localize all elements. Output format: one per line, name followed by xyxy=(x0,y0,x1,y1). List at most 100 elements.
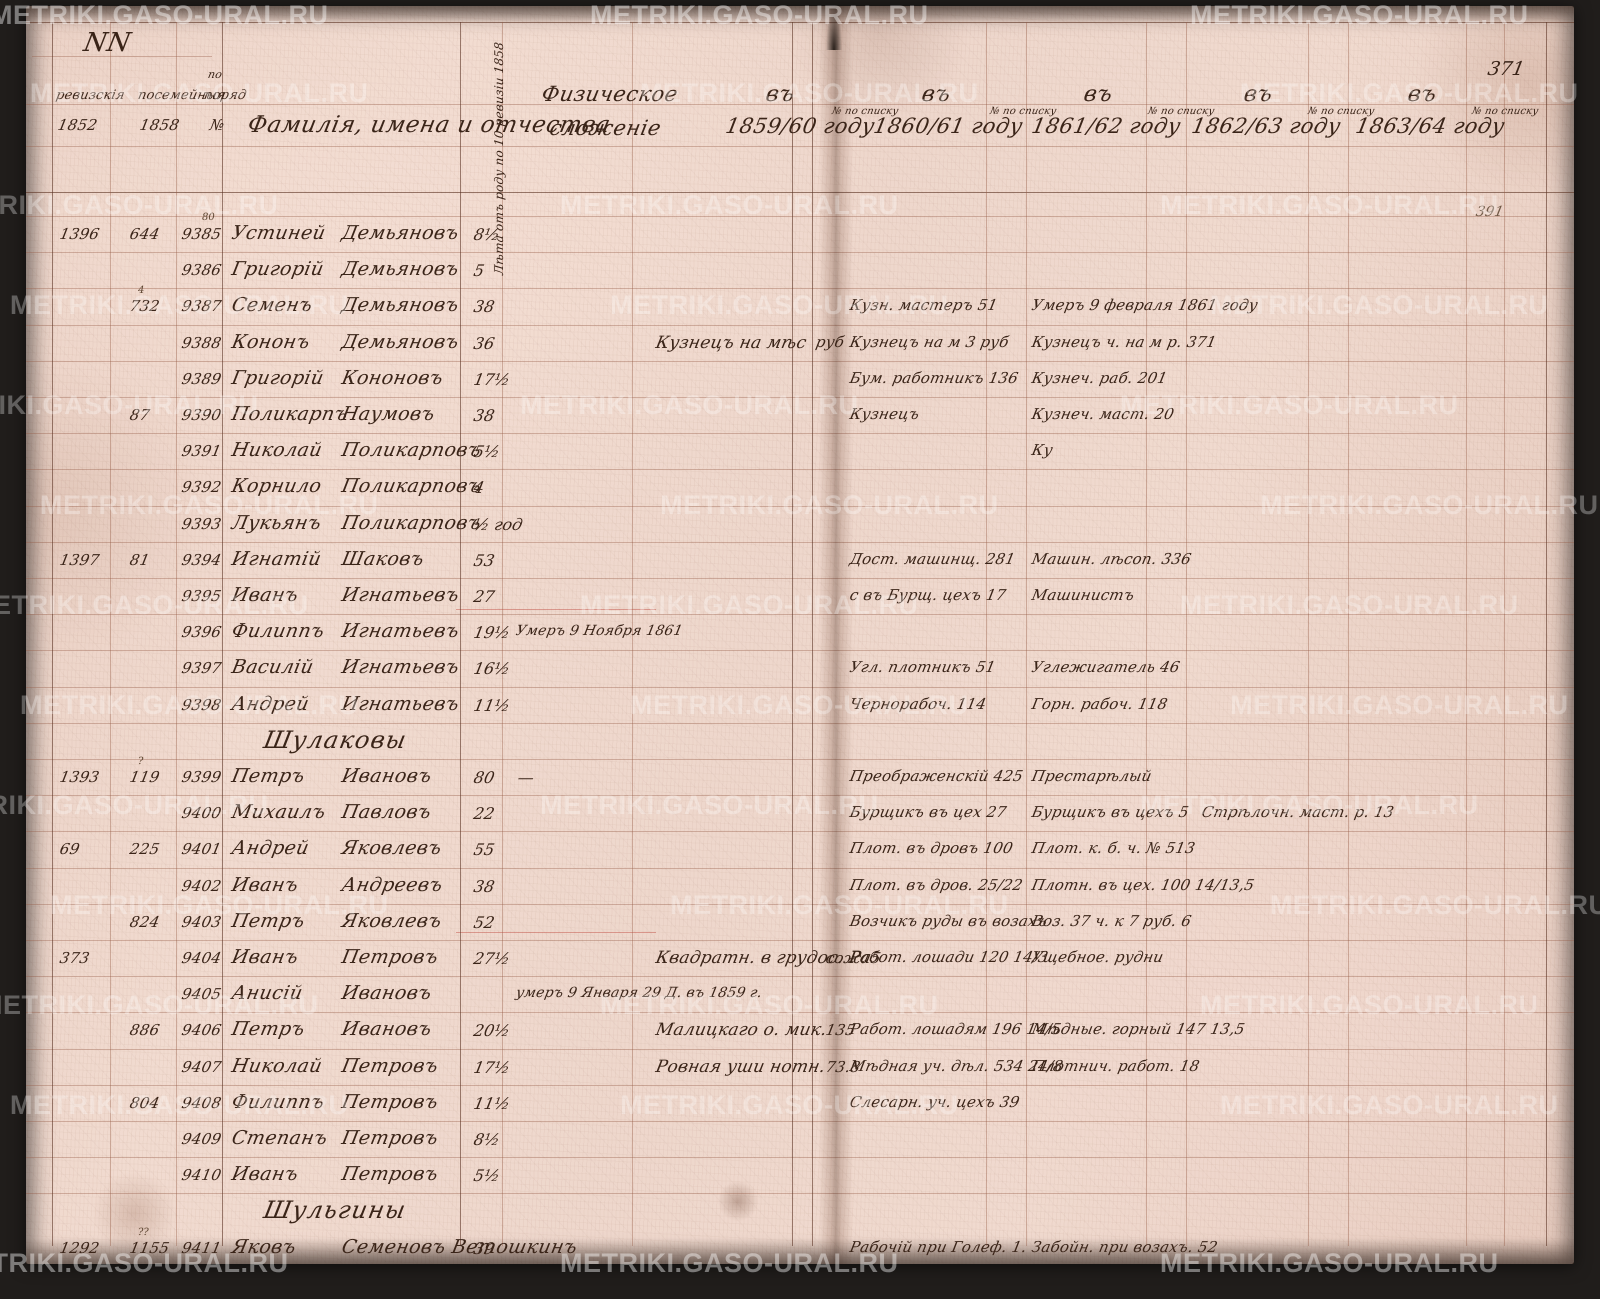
column-rule xyxy=(1308,22,1309,1246)
cell-year-1861-62: Плотн. въ цех. 100 14/13,5 xyxy=(1030,875,1257,894)
cell-age: 4 xyxy=(472,478,487,498)
cell-last-name: Петровъ xyxy=(339,946,441,968)
cell-age: 55 xyxy=(472,840,497,860)
row-rule xyxy=(26,324,1574,326)
header-year-prefix-4: въ xyxy=(1241,82,1275,107)
header-year-prefix-1: въ xyxy=(763,82,797,107)
section-rule-red xyxy=(456,609,656,610)
cell-last-name: Ивановъ xyxy=(339,1018,434,1041)
row-rule xyxy=(26,722,1574,724)
cell-age: 8½ xyxy=(472,1130,502,1149)
cell-first-name: Василiй xyxy=(229,656,316,679)
cell-year-1861-62: Ущебное. рудни xyxy=(1030,948,1166,966)
header-nn-label: NN xyxy=(81,28,134,58)
cell-age: 5½ xyxy=(472,442,502,462)
cell-age: 5 xyxy=(472,261,487,281)
cell-order-no: 9390 xyxy=(180,406,224,424)
cell-last-name: Поликарповъ xyxy=(339,475,484,498)
cell-year-1860-61: Кузнецъ на м 3 руб xyxy=(848,332,1011,351)
cell-order-no: 9400 xyxy=(180,804,224,823)
cell-order-no: 9388 xyxy=(180,333,224,352)
cell-family-no: 1155 xyxy=(128,1238,172,1257)
cell-age-mark: — xyxy=(516,768,536,787)
cell-last-name: Петровъ xyxy=(339,1054,441,1077)
top-edge-shadow xyxy=(26,6,1574,22)
cell-order-no: 9397 xyxy=(180,659,224,678)
cell-order-no: 9398 xyxy=(180,695,224,714)
header-year-label-4: 1862/63 году xyxy=(1189,114,1344,138)
cell-last-name: Кононовъ xyxy=(339,366,446,389)
cell-order-no: 9407 xyxy=(180,1057,224,1076)
column-rule xyxy=(176,22,177,1246)
header-year-label-2: 1860/61 году xyxy=(871,114,1026,138)
column-rule xyxy=(110,22,111,1246)
cell-revision-no: 1397 xyxy=(58,550,102,569)
cell-family-no: 804 xyxy=(128,1093,162,1112)
row-rule xyxy=(26,433,1574,435)
cell-last-name: Ивановъ xyxy=(339,765,434,787)
cell-last-name: Андреевъ xyxy=(339,873,445,896)
header-year-1852: 1852 xyxy=(56,116,100,134)
cell-age: 11½ xyxy=(472,1093,512,1113)
cell-year-1861-62: Умеръ 9 февраля 1861 году xyxy=(1030,296,1260,315)
cell-year-1862-63: Стрѣлочн. маст. р. 13 xyxy=(1200,803,1396,822)
header-year-1858: 1858 xyxy=(138,116,182,134)
cell-age: 36 xyxy=(472,333,497,353)
cell-year-1860-61: Кузнецъ xyxy=(848,405,921,423)
row-rule xyxy=(26,1193,1574,1195)
header-rule xyxy=(26,104,1574,105)
cell-last-name: Поликарповъ xyxy=(339,511,484,534)
row-rule xyxy=(26,686,1574,688)
header-year-label-5: 1863/64 году xyxy=(1353,114,1508,138)
cell-year-1860-61: Бурщикъ въ цех 27 xyxy=(848,803,1009,822)
row-rule xyxy=(26,1048,1574,1050)
cell-last-name: Яковлевъ xyxy=(339,837,444,860)
header-rule xyxy=(26,192,1574,193)
cell-age: 38 xyxy=(472,406,497,425)
cell-family-superscript: 4 xyxy=(138,285,145,297)
cell-age: 27 xyxy=(472,587,497,606)
row-rule xyxy=(26,288,1574,290)
row-rule xyxy=(26,650,1574,652)
cell-first-name: Семенъ xyxy=(229,294,315,317)
cell-order-no: 9393 xyxy=(180,514,224,533)
cell-year-1861-62: Воз. 37 ч. к 7 руб. 6 xyxy=(1030,911,1194,930)
row-rule xyxy=(26,216,1574,217)
column-rule xyxy=(1546,22,1547,1246)
cell-year-1860-61: Чернорабоч. 114 xyxy=(848,694,988,713)
cell-year-1861-62: Кузнеч. маст. 20 xyxy=(1030,405,1176,423)
column-rule xyxy=(460,22,461,1246)
cell-year-1860-61: с въ Бурщ. цехъ 17 xyxy=(848,586,1008,604)
cell-order-no: 9385 xyxy=(180,225,224,243)
cell-first-name: Иванъ xyxy=(229,946,301,968)
cell-first-name: Иванъ xyxy=(229,584,301,606)
cell-first-name: Кононъ xyxy=(229,330,312,353)
cell-age-note: Умеръ 9 Ноября 1861 xyxy=(514,623,685,640)
header-order-symbol: № xyxy=(208,116,227,134)
cell-year-1861-62: Ку xyxy=(1030,441,1055,460)
cell-family-no: 119 xyxy=(128,768,162,786)
row-rule xyxy=(26,831,1574,833)
header-year-prefix-3: въ xyxy=(1081,82,1115,107)
cell-age: 11½ xyxy=(472,695,512,715)
cell-last-name: Игнатьевъ xyxy=(339,620,462,643)
cell-family-no: 732 xyxy=(128,297,162,316)
cell-year-1860-61: Слесарн. уч. цехъ 39 xyxy=(848,1092,1022,1111)
section-rule-red xyxy=(456,932,656,933)
cell-first-name: Анисiй xyxy=(229,982,305,1005)
cell-family-superscript: ?? xyxy=(138,1226,149,1238)
row-rule xyxy=(26,397,1574,398)
cell-family-no: 824 xyxy=(128,912,162,931)
row-rule xyxy=(26,469,1574,471)
row-rule xyxy=(26,976,1574,978)
cell-first-name: Степанъ xyxy=(229,1127,330,1149)
cell-physical-build: Ровная уши нотн. xyxy=(654,1056,828,1077)
row-rule xyxy=(26,252,1574,254)
page-number: 371 xyxy=(1485,58,1527,80)
cell-age: 19½ xyxy=(472,623,512,643)
cell-year-1861-62: Забойн. при возахъ. 52 xyxy=(1030,1237,1220,1256)
cell-year-1861-62: Плот. к. б. ч. № 513 xyxy=(1030,839,1197,858)
cell-year-1861-62: Кузнеч. раб. 201 xyxy=(1030,368,1169,387)
cell-family-no: 81 xyxy=(128,550,152,569)
row-rule xyxy=(26,541,1574,543)
